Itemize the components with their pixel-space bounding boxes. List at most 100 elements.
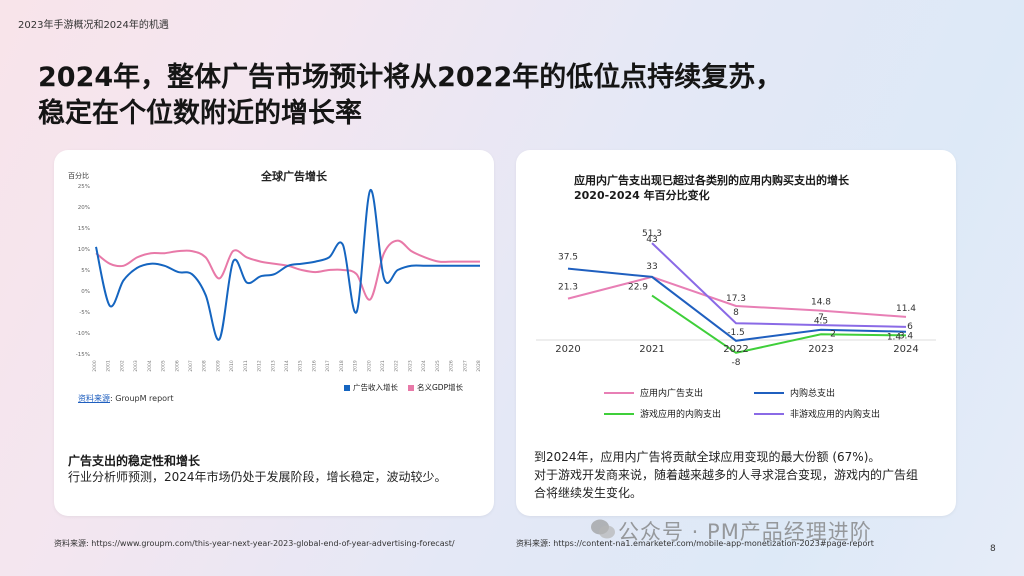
chart2-xtick: 2023 <box>808 344 833 355</box>
chart1-xtick: 2022 <box>394 360 400 372</box>
chart1-xtick: 2011 <box>243 360 249 372</box>
chart1-xtick: 2018 <box>339 360 345 372</box>
legend-item-inapp-ads: 应用内广告支出 <box>604 386 754 399</box>
chart1-xtick: 2005 <box>161 360 167 372</box>
chart2-data-label: 17.3 <box>726 294 746 304</box>
chart2-data-label: 37.5 <box>558 253 578 263</box>
chart2-data-label: 21.3 <box>558 283 578 293</box>
chart1-ytick: 20% <box>78 205 90 211</box>
chart1-ytick: -5% <box>79 310 90 316</box>
chart1-ylabel: 百分比 <box>68 171 89 180</box>
chart1-ytick: 15% <box>78 226 90 232</box>
title-line-1: 2024年，整体广告市场预计将从2022年的低位点持续复苏， <box>38 62 783 93</box>
chart1-xtick: 2017 <box>325 360 331 372</box>
footer-source-left[interactable]: 资料来源: https://www.groupm.com/this-year-n… <box>54 539 455 548</box>
chart1-ytick: -10% <box>76 331 90 337</box>
left-source-text: : GroupM report <box>110 394 174 403</box>
chart1-xtick: 2019 <box>353 360 359 372</box>
left-note-body: 行业分析师预测，2024年市场仍处于发展阶段，增长稳定，波动较少。 <box>68 470 447 484</box>
chart1-xtick: 2004 <box>147 360 153 372</box>
chart2-data-label: 8 <box>733 308 739 318</box>
chart1-xtick: 2028 <box>476 360 482 372</box>
chart1-xtick: 2013 <box>270 360 276 372</box>
slide-title: 2024年，整体广告市场预计将从2022年的低位点持续复苏， 稳定在个位数附近的… <box>38 60 938 132</box>
chart1-xtick: 2020 <box>366 360 372 372</box>
chart1-xtick: 2021 <box>380 360 386 372</box>
right-note-line-3: 合将继续发生变化。 <box>534 486 643 500</box>
chart1-xtick: 2012 <box>257 360 263 372</box>
legend-item-nongame-iap: 非游戏应用的内购支出 <box>754 407 904 420</box>
chart1-xtick: 2024 <box>421 360 427 372</box>
legend-swatch-ad-revenue <box>344 384 350 391</box>
chart1-line-gdp <box>95 239 480 301</box>
footer-source-right[interactable]: 资料来源: https://content-na1.emarketer.com/… <box>516 539 874 548</box>
chart2-data-label: 7 <box>818 313 824 323</box>
chart1-xtick: 2015 <box>298 360 304 372</box>
chart2-data-label: 4.5 <box>814 317 828 327</box>
chart1-xtick: 2006 <box>174 360 180 372</box>
legend-swatch-nongame-iap <box>754 412 784 415</box>
chart1-xtick: 2016 <box>311 360 317 372</box>
chart1-ytick: 10% <box>78 247 90 253</box>
legend-item-ad-revenue: 广告收入增长 <box>344 382 398 393</box>
chart1-xtick: 2026 <box>449 360 455 372</box>
chart1-xtick: 2014 <box>284 360 290 372</box>
chart2-xtick: 2021 <box>639 344 664 355</box>
chart1-xtick: 2002 <box>119 360 125 372</box>
chart1-xtick: 2027 <box>462 360 468 372</box>
legend-swatch-gdp <box>408 384 414 391</box>
legend-label-gdp: 名义GDP增长 <box>417 383 464 392</box>
global-ad-growth-chart: 全球广告增长 百分比 25% 20% 15% 10% 5% 0% -5% -10% -15% 20… <box>68 169 482 372</box>
chart1-legend: 广告收入增长 名义GDP增长 <box>344 382 463 393</box>
chart1-xtick: 2001 <box>106 360 112 372</box>
chart2-data-label: 6 <box>907 322 913 332</box>
in-app-spend-chart: 21.3 33 17.3 14.8 11.4 37.5 -1.5 4.5 3.4 22.9 -8 2 1… <box>536 229 936 368</box>
chart2-xtick: 2024 <box>893 344 918 355</box>
legend-label-iap-total: 内购总支出 <box>790 389 836 399</box>
chart1-xtick: 2003 <box>133 360 139 372</box>
legend-swatch-iap-total <box>754 391 784 394</box>
chart2-line-game-iap <box>651 294 907 354</box>
chart1-ytick: -15% <box>76 352 90 358</box>
legend-label-game-iap: 游戏应用的内购支出 <box>640 410 722 420</box>
chart2-data-label: 1.4 <box>887 332 902 342</box>
chart2-xtick: 2022 <box>723 344 748 355</box>
legend-swatch-game-iap <box>604 412 634 415</box>
chart2-xtick: 2020 <box>555 344 580 355</box>
chart2-data-label: 3.4 <box>899 332 914 342</box>
chart1-ytick: 0% <box>81 289 90 295</box>
chart2-data-label: -8 <box>732 358 741 368</box>
in-app-ad-spend-card: 应用内广告支出现已超过各类别的应用内购买支出的增长 2020-2024 年百分比… <box>516 150 956 516</box>
legend-item-game-iap: 游戏应用的内购支出 <box>604 407 754 420</box>
right-note: 到2024年，应用内广告将贡献全球应用变现的最大份额 (67%)。 对于游戏开发… <box>534 448 944 502</box>
chart2-data-label: 22.9 <box>628 283 648 293</box>
chart2-subtitle: 2020-2024 年百分比变化 <box>574 189 710 202</box>
chart1-xtick: 2009 <box>215 360 221 372</box>
chart1-title: 全球广告增长 <box>260 169 328 183</box>
chart1-ytick: 5% <box>81 268 90 274</box>
header-label: 2023年手游概况和2024年的机遇 <box>18 20 169 31</box>
chart2-legend: 应用内广告支出 内购总支出 游戏应用的内购支出 非游戏应用的内购支出 <box>604 386 904 420</box>
watermark: 公众号 · PM产品经理进阶 <box>618 520 872 544</box>
chart2-data-label: -1.5 <box>727 328 745 338</box>
left-source: 资料来源: GroupM report <box>78 393 173 404</box>
right-note-line-2: 对于游戏开发商来说，随着越来越多的人寻求混合变现，游戏内的广告组 <box>534 468 919 482</box>
chart2-data-label: 33 <box>646 262 657 272</box>
legend-swatch-inapp-ads <box>604 391 634 394</box>
chart2-data-label: 51.3 <box>642 229 662 239</box>
legend-label-nongame-iap: 非游戏应用的内购支出 <box>790 410 881 420</box>
chart1-xtick: 2008 <box>202 360 208 372</box>
wechat-icon <box>591 519 615 539</box>
chart2-data-label: 43 <box>646 235 657 245</box>
chart2-data-label: 11.4 <box>896 304 916 314</box>
title-line-2: 稳定在个位数附近的增长率 <box>38 98 362 129</box>
chart2-data-label: 14.8 <box>811 298 831 308</box>
left-source-link[interactable]: 资料来源 <box>78 394 110 403</box>
chart1-ytick: 25% <box>78 184 90 190</box>
chart2-line-nongame-iap <box>651 242 907 328</box>
legend-label-inapp-ads: 应用内广告支出 <box>640 389 704 399</box>
chart1-xtick: 2025 <box>435 360 441 372</box>
page-number: 8 <box>990 544 996 554</box>
legend-item-iap-total: 内购总支出 <box>754 386 904 399</box>
chart1-line-ad-revenue <box>95 189 480 341</box>
